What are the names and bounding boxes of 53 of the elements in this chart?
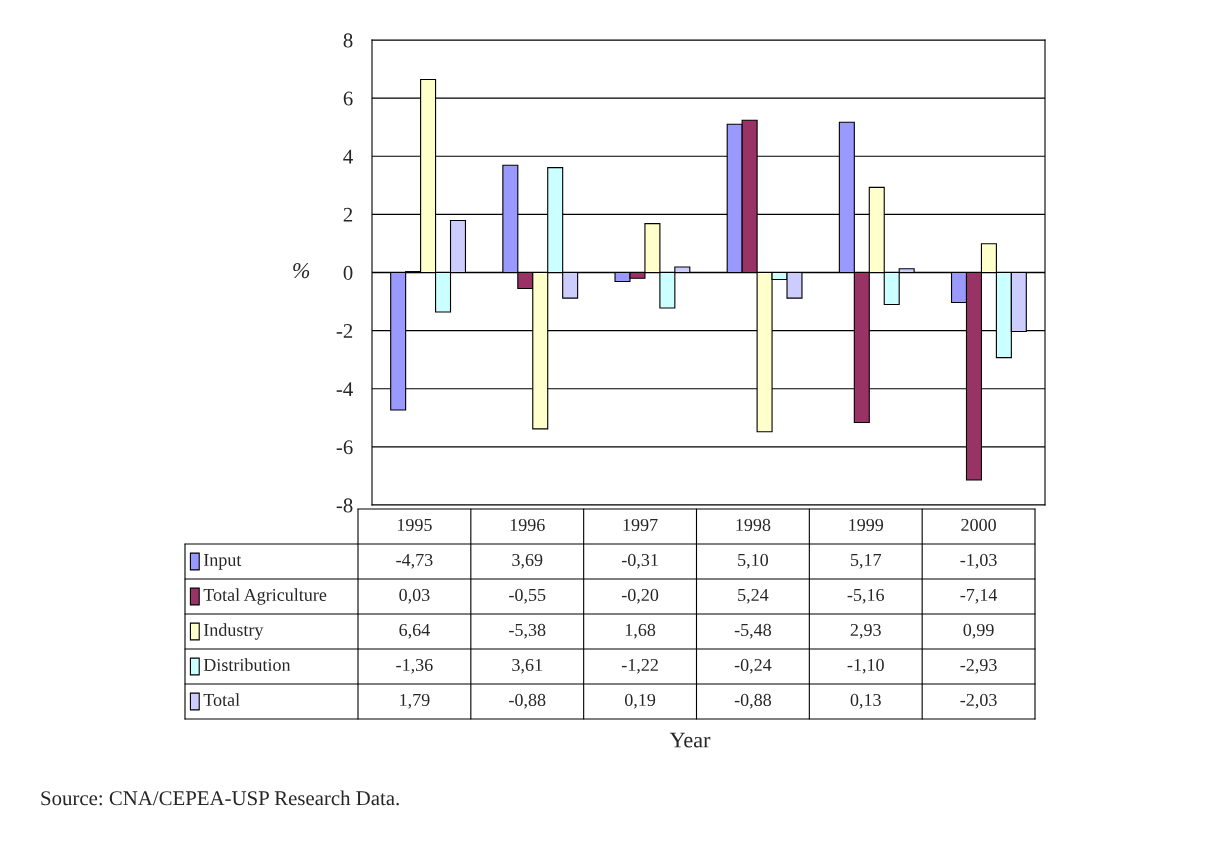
data-label: -5,38 — [509, 623, 546, 639]
data-label: 5,10 — [738, 553, 769, 569]
data-label: 1,68 — [625, 623, 656, 639]
data-label: -0,55 — [509, 588, 546, 604]
y-tick-label: -4 — [336, 382, 353, 396]
data-label: 0,19 — [624, 693, 656, 709]
data-label: 3,69 — [512, 553, 543, 569]
x-tick-label: 1999 — [849, 518, 884, 532]
data-label: -7,14 — [960, 588, 998, 604]
data-label: -0,24 — [734, 658, 772, 674]
data-label: -0,20 — [621, 588, 659, 604]
data-label: 3,61 — [512, 658, 542, 674]
data-label: -1,22 — [621, 658, 658, 674]
data-label: 6,64 — [399, 623, 430, 639]
data-label: 0,99 — [963, 623, 994, 639]
data-label: 5,24 — [738, 588, 769, 604]
y-tick-label: -8 — [336, 498, 353, 513]
legend-label: Industry — [203, 623, 264, 640]
data-label: -0,88 — [734, 693, 772, 709]
y-tick-label: 8 — [343, 33, 353, 48]
y-tick-label: 2 — [343, 207, 353, 222]
data-label: -1,10 — [847, 658, 884, 674]
data-label: 1,79 — [400, 693, 430, 709]
x-tick-label: 1995 — [397, 518, 432, 532]
data-label: 2,93 — [850, 623, 881, 639]
legend-label: Total Agriculture — [203, 588, 327, 605]
text: Year — [669, 732, 711, 748]
data-label: -5,48 — [734, 623, 772, 639]
legend-label: Distribution — [203, 658, 291, 672]
x-tick-label: 2000 — [961, 518, 996, 532]
data-label: -0,88 — [509, 693, 546, 709]
data-label: -5,16 — [847, 588, 885, 604]
y-tick-label: 0 — [343, 265, 353, 280]
y-tick-label: 6 — [343, 91, 353, 106]
x-tick-label: 1996 — [510, 518, 545, 532]
legend-label: Input — [203, 554, 242, 570]
data-label: -1,03 — [960, 553, 997, 569]
y-tick-label: -6 — [336, 440, 353, 455]
data-label: -2,93 — [960, 658, 997, 674]
y-tick-label: 4 — [343, 149, 353, 164]
data-label: -4,73 — [396, 553, 433, 569]
data-label: 0,03 — [399, 588, 430, 604]
legend-label: Total — [203, 693, 240, 707]
data-label: -0,31 — [621, 553, 658, 569]
data-label: 0,13 — [850, 693, 881, 709]
data-label: -2,03 — [960, 693, 997, 709]
data-label: -1,36 — [396, 658, 433, 674]
data-label: 5,17 — [851, 553, 882, 569]
source-note: Source: CNA/CEPEA-USP Research Data. — [41, 790, 399, 806]
x-tick-label: 1997 — [623, 518, 658, 532]
x-tick-label: 1998 — [736, 518, 771, 532]
y-tick-label: -2 — [336, 324, 353, 338]
y-axis-title: % — [293, 263, 310, 279]
